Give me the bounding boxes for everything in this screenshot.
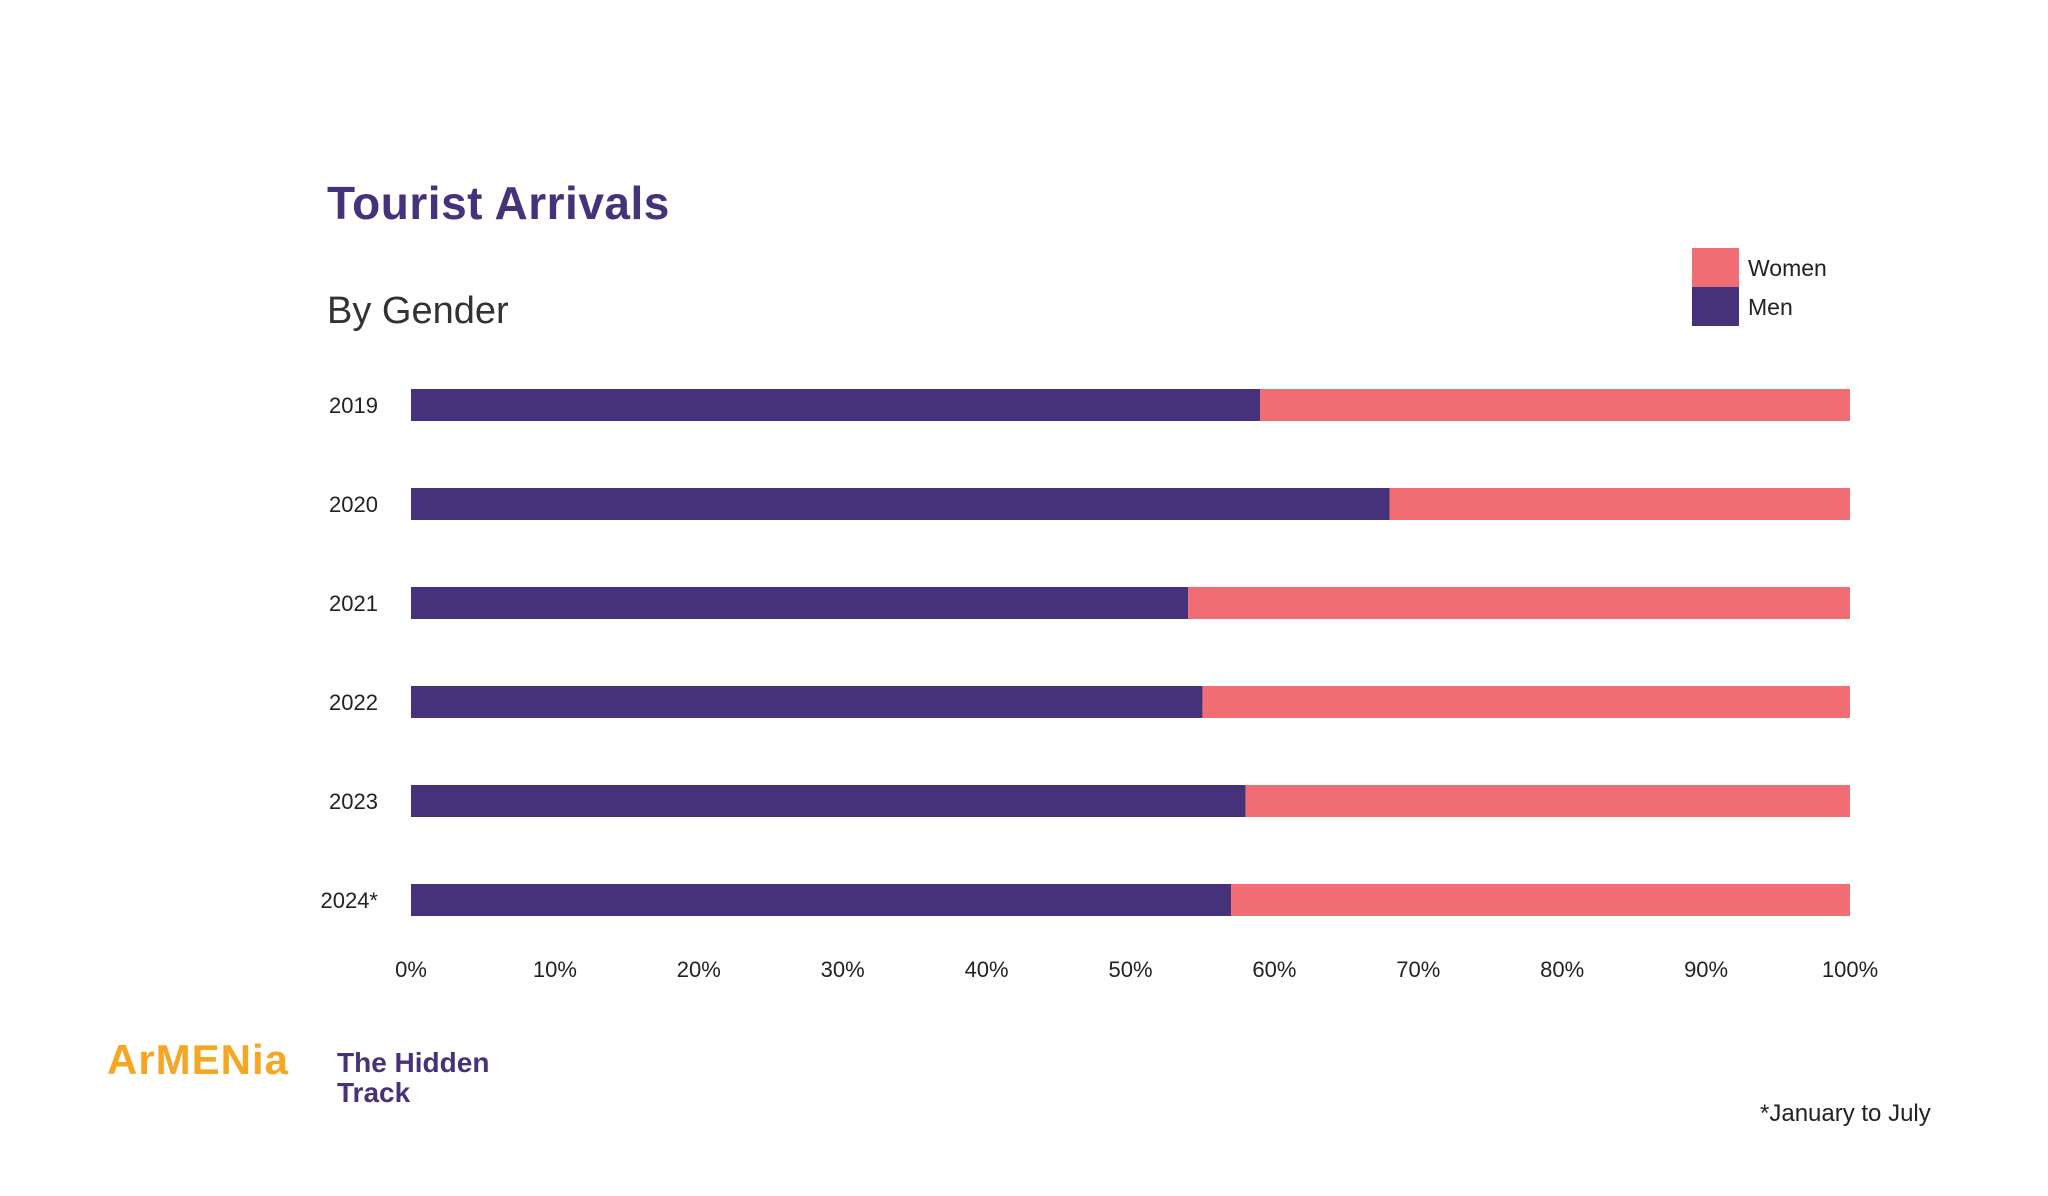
logo-tagline-line1: The Hidden [337, 1047, 490, 1078]
legend-swatch-women [1692, 248, 1739, 287]
x-tick-label: 0% [395, 957, 427, 982]
footnote: *January to July [1760, 1100, 1931, 1127]
bar-men-2024 [411, 884, 1232, 916]
bar-women-2020 [1389, 488, 1850, 520]
legend-label-women: Women [1748, 255, 1827, 281]
x-tick-label: 40% [965, 957, 1009, 982]
x-tick-label: 10% [533, 957, 577, 982]
bar-women-2022 [1202, 686, 1850, 718]
bar-men-2023 [411, 785, 1246, 817]
bar-women-2021 [1188, 587, 1850, 619]
armenia-logo: ArMENia [107, 1036, 290, 1083]
bar-men-2022 [411, 686, 1203, 718]
legend-swatch-men [1692, 287, 1739, 326]
x-tick-label: 60% [1252, 957, 1296, 982]
x-tick-label: 70% [1396, 957, 1440, 982]
bar-women-2023 [1245, 785, 1850, 817]
bar-men-2021 [411, 587, 1189, 619]
logo-tagline: The Hidden Track [337, 1048, 489, 1108]
bars-group [411, 389, 1850, 916]
y-tick-label: 2023 [329, 789, 378, 814]
logo-tagline-line2: Track [337, 1077, 411, 1108]
legend-label-men: Men [1748, 294, 1793, 320]
x-tick-label: 20% [677, 957, 721, 982]
x-tick-label: 100% [1822, 957, 1878, 982]
bar-women-2019 [1260, 389, 1850, 421]
y-tick-label: 2024* [320, 888, 378, 913]
y-tick-label: 2019 [329, 393, 378, 418]
chart-subtitle: By Gender [327, 290, 509, 332]
chart-title: Tourist Arrivals [327, 177, 670, 229]
y-tick-label: 2022 [329, 690, 378, 715]
y-tick-label: 2020 [329, 492, 378, 517]
x-tick-label: 50% [1108, 957, 1152, 982]
x-axis-tick-labels: 0% 10% 20% 30% 40% 50% 60% 70% 80% 90% 100% [395, 957, 1878, 982]
bar-men-2019 [411, 389, 1261, 421]
x-tick-label: 90% [1684, 957, 1728, 982]
legend: Women Men [1692, 248, 1827, 326]
y-tick-label: 2021 [329, 591, 378, 616]
bar-women-2024 [1231, 884, 1850, 916]
y-axis-labels: 2019 2020 2021 2022 2023 2024* [320, 393, 378, 913]
bar-men-2020 [411, 488, 1390, 520]
x-tick-label: 80% [1540, 957, 1584, 982]
x-tick-label: 30% [821, 957, 865, 982]
